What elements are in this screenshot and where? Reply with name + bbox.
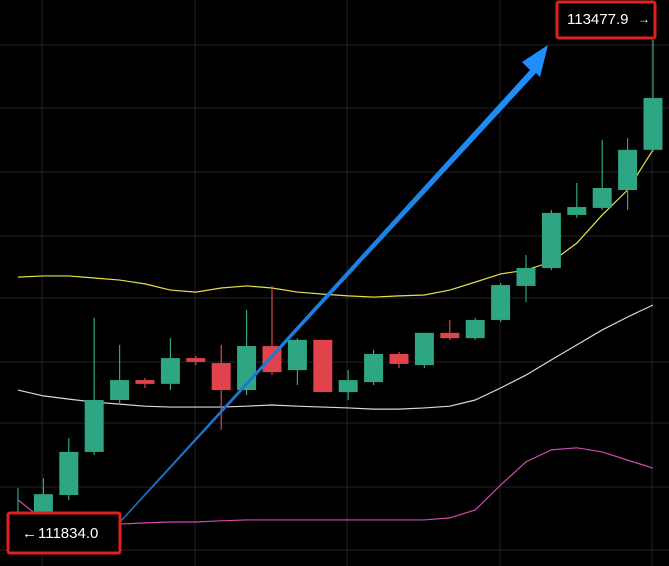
candle-body (567, 207, 587, 215)
high-label: 113477.9 (567, 11, 628, 28)
candle-body (338, 380, 358, 393)
candle-body (541, 212, 561, 269)
candle-body (110, 380, 130, 401)
candle-body (414, 332, 434, 366)
candle-body (84, 400, 104, 452)
candle-body (364, 353, 384, 383)
candle-body (440, 332, 460, 339)
candle-body (135, 380, 155, 384)
candle-body (491, 285, 511, 320)
candle-body (313, 339, 333, 393)
candle-body (618, 149, 638, 191)
candle-body (287, 339, 307, 371)
candle-body (160, 358, 180, 384)
candle-body (211, 363, 231, 391)
candle-body (59, 451, 79, 496)
low-label: 111834.0 (38, 525, 98, 542)
candle-body (186, 358, 206, 362)
candle-body (643, 97, 663, 150)
low-label-arrow: ← (22, 525, 37, 542)
indicator-line (17, 304, 654, 410)
indicator-lines (17, 149, 654, 526)
candle-body (389, 353, 409, 364)
candles (8, 39, 663, 525)
indicator-line (17, 447, 654, 526)
candle-body (465, 319, 485, 339)
high-label-box (555, 0, 657, 40)
candle-body (516, 268, 536, 286)
low-label-box (6, 511, 122, 555)
trend-arrow (120, 45, 548, 522)
high-label-arrow: → (638, 12, 650, 26)
candle-body (592, 187, 612, 208)
